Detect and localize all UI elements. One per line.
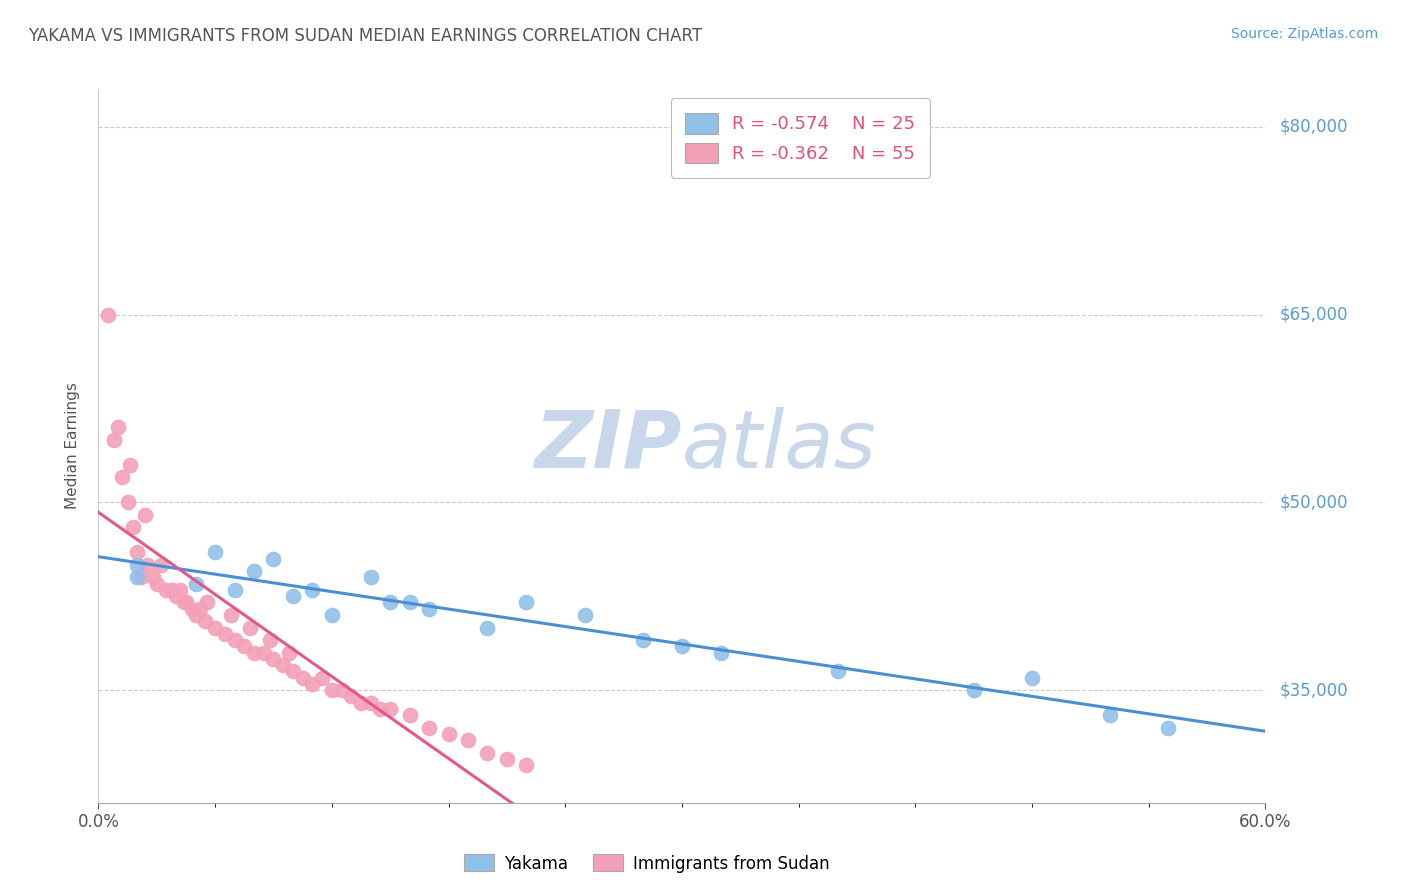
Point xyxy=(136,558,159,572)
Point xyxy=(122,520,145,534)
Point xyxy=(180,601,202,615)
Legend: R = -0.574    N = 25, R = -0.362    N = 55: R = -0.574 N = 25, R = -0.362 N = 55 xyxy=(671,98,929,178)
Point xyxy=(239,621,262,635)
Point xyxy=(204,545,226,559)
Point xyxy=(224,633,246,648)
Point xyxy=(134,508,156,522)
Point xyxy=(278,646,301,660)
Point xyxy=(233,640,256,654)
Point xyxy=(117,495,139,509)
Text: $50,000: $50,000 xyxy=(1279,493,1348,511)
Point xyxy=(253,646,276,660)
Point xyxy=(142,570,165,584)
Point xyxy=(281,665,304,679)
Point xyxy=(370,702,392,716)
Point xyxy=(321,683,343,698)
Point xyxy=(378,595,402,609)
Point xyxy=(515,595,537,609)
Y-axis label: Median Earnings: Median Earnings xyxy=(65,383,80,509)
Point xyxy=(398,708,420,723)
Point xyxy=(262,652,284,666)
Point xyxy=(457,733,479,747)
Point xyxy=(149,558,172,572)
Point xyxy=(118,458,141,472)
Point xyxy=(360,570,382,584)
Point xyxy=(631,633,654,648)
Point xyxy=(291,671,314,685)
Point xyxy=(195,595,218,609)
Text: Source: ZipAtlas.com: Source: ZipAtlas.com xyxy=(1230,27,1378,41)
Point xyxy=(827,665,849,679)
Text: YAKAMA VS IMMIGRANTS FROM SUDAN MEDIAN EARNINGS CORRELATION CHART: YAKAMA VS IMMIGRANTS FROM SUDAN MEDIAN E… xyxy=(28,27,702,45)
Text: ZIP: ZIP xyxy=(534,407,682,485)
Point xyxy=(243,564,266,578)
Point xyxy=(146,576,169,591)
Point xyxy=(169,582,191,597)
Point xyxy=(330,683,353,698)
Point xyxy=(1157,721,1180,735)
Point xyxy=(103,433,125,447)
Point xyxy=(574,607,596,622)
Point xyxy=(515,758,537,772)
Point xyxy=(398,595,420,609)
Point xyxy=(165,589,187,603)
Point xyxy=(418,601,440,615)
Point xyxy=(107,420,129,434)
Point xyxy=(378,702,402,716)
Point xyxy=(1098,708,1121,723)
Text: $65,000: $65,000 xyxy=(1279,306,1348,324)
Point xyxy=(710,646,733,660)
Point xyxy=(162,582,184,597)
Point xyxy=(129,570,152,584)
Point xyxy=(495,752,517,766)
Point xyxy=(360,696,382,710)
Point xyxy=(259,633,281,648)
Point xyxy=(214,627,236,641)
Point xyxy=(173,595,195,609)
Point xyxy=(97,308,120,322)
Point xyxy=(224,582,246,597)
Point xyxy=(127,545,149,559)
Point xyxy=(174,595,197,609)
Point xyxy=(671,640,693,654)
Point xyxy=(350,696,373,710)
Point xyxy=(962,683,984,698)
Point xyxy=(340,690,363,704)
Point xyxy=(1021,671,1043,685)
Point xyxy=(204,621,226,635)
Point xyxy=(271,658,294,673)
Point xyxy=(281,589,304,603)
Point xyxy=(184,576,207,591)
Point xyxy=(111,470,134,484)
Text: $35,000: $35,000 xyxy=(1279,681,1348,699)
Point xyxy=(155,582,177,597)
Point xyxy=(437,727,460,741)
Legend: Yakama, Immigrants from Sudan: Yakama, Immigrants from Sudan xyxy=(457,847,837,880)
Point xyxy=(301,677,323,691)
Point xyxy=(321,607,343,622)
Text: atlas: atlas xyxy=(682,407,877,485)
Point xyxy=(311,671,333,685)
Point xyxy=(301,582,323,597)
Point xyxy=(219,607,242,622)
Point xyxy=(188,601,211,615)
Point xyxy=(184,607,207,622)
Point xyxy=(262,551,284,566)
Point xyxy=(243,646,266,660)
Point xyxy=(477,621,499,635)
Point xyxy=(127,570,149,584)
Point xyxy=(127,558,149,572)
Point xyxy=(477,746,499,760)
Point xyxy=(194,614,217,628)
Text: $80,000: $80,000 xyxy=(1279,118,1348,136)
Point xyxy=(418,721,440,735)
